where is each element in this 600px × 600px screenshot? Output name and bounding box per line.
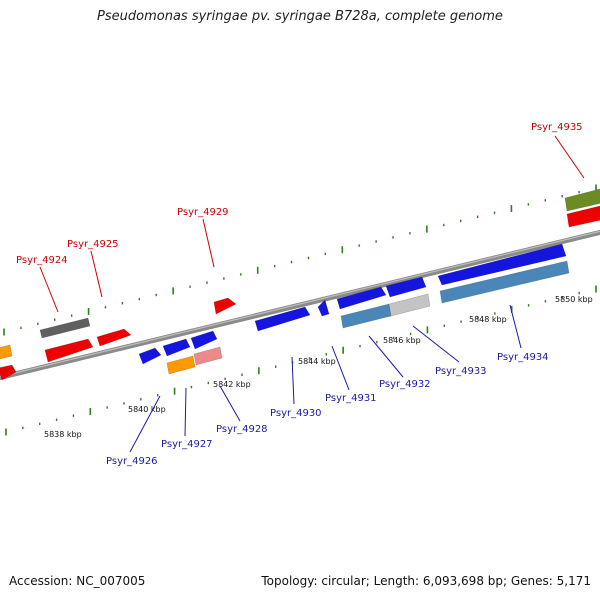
page-title: Pseudomonas syringae pv. syringae B728a,… xyxy=(97,9,503,24)
label-leader-lines xyxy=(39,135,585,453)
gene-label-psyr-4932[interactable]: Psyr_4932 xyxy=(379,379,431,390)
gene-feature[interactable] xyxy=(190,330,218,350)
gene-feature[interactable] xyxy=(162,338,191,357)
genome-backbone-highlight xyxy=(0,230,600,378)
leader-line xyxy=(184,387,187,437)
gene-label-psyr-4927[interactable]: Psyr_4927 xyxy=(161,439,213,450)
gene-feature[interactable] xyxy=(439,260,570,304)
kbp-label: 5844 kbp xyxy=(298,357,336,366)
leader-line xyxy=(291,356,295,405)
gene-label-psyr-4931[interactable]: Psyr_4931 xyxy=(325,393,377,404)
gene-feature[interactable] xyxy=(254,306,311,332)
gene-label-psyr-4933[interactable]: Psyr_4933 xyxy=(435,366,487,377)
gene-label-psyr-4935[interactable]: Psyr_4935 xyxy=(531,122,583,133)
tick-row-upper xyxy=(3,184,597,336)
kbp-label: 5840 kbp xyxy=(128,405,166,414)
kbp-label: 5846 kbp xyxy=(383,336,421,345)
gene-label-psyr-4925[interactable]: Psyr_4925 xyxy=(67,239,119,250)
kbp-label: 5848 kbp xyxy=(469,315,507,324)
gene-feature[interactable] xyxy=(96,328,132,347)
gene-feature[interactable] xyxy=(138,347,162,365)
gene-label-psyr-4930[interactable]: Psyr_4930 xyxy=(270,408,322,419)
leader-line xyxy=(554,135,585,179)
gene-label-psyr-4934[interactable]: Psyr_4934 xyxy=(497,352,549,363)
gene-feature[interactable] xyxy=(193,346,223,366)
gene-feature[interactable] xyxy=(566,205,600,228)
gene-feature[interactable] xyxy=(317,299,330,317)
kbp-label: 5842 kbp xyxy=(213,380,251,389)
leader-line xyxy=(412,325,460,363)
leader-line xyxy=(219,385,241,422)
gene-feature[interactable] xyxy=(0,344,13,360)
leader-line xyxy=(509,304,522,349)
genome-summary-text: Topology: circular; Length: 6,093,698 bp… xyxy=(261,574,591,588)
gene-label-psyr-4928[interactable]: Psyr_4928 xyxy=(216,424,268,435)
leader-line xyxy=(368,335,404,378)
gene-feature[interactable] xyxy=(0,364,17,381)
leader-line xyxy=(202,218,215,268)
leader-line xyxy=(90,250,103,298)
kbp-label: 5850 kbp xyxy=(555,295,593,304)
leader-line xyxy=(39,266,59,313)
gene-features xyxy=(0,188,600,381)
tick-row-lower xyxy=(5,285,597,436)
gene-feature[interactable] xyxy=(385,276,427,298)
gene-label-psyr-4929[interactable]: Psyr_4929 xyxy=(177,207,229,218)
gene-feature[interactable] xyxy=(437,243,567,286)
accession-text: Accession: NC_007005 xyxy=(9,574,146,588)
genome-backbone xyxy=(0,229,600,381)
gene-feature[interactable] xyxy=(388,293,431,317)
gene-label-psyr-4926[interactable]: Psyr_4926 xyxy=(106,456,158,467)
gene-feature[interactable] xyxy=(39,317,91,339)
gene-feature[interactable] xyxy=(340,303,392,329)
gene-feature[interactable] xyxy=(166,355,196,375)
gene-feature[interactable] xyxy=(336,286,387,310)
gene-feature[interactable] xyxy=(564,188,600,212)
leader-line xyxy=(129,395,161,453)
gene-feature[interactable] xyxy=(213,297,237,315)
gene-feature[interactable] xyxy=(44,338,94,363)
gene-label-psyr-4924[interactable]: Psyr_4924 xyxy=(16,255,68,266)
leader-line xyxy=(331,345,350,391)
kbp-label: 5838 kbp xyxy=(44,430,82,439)
